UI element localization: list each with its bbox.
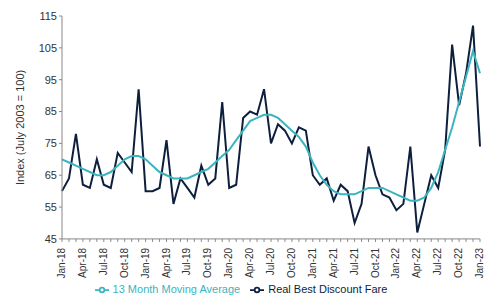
svg-text:Jan-23: Jan-23 bbox=[474, 247, 485, 278]
html-text:Real Best Discount Fare: Real Best Discount Fare bbox=[268, 282, 388, 295]
svg-text:Apr-18: Apr-18 bbox=[77, 247, 88, 277]
svg-text:105: 105 bbox=[39, 42, 57, 54]
svg-text:45: 45 bbox=[45, 233, 57, 245]
svg-text:Jan-21: Jan-21 bbox=[307, 247, 318, 278]
svg-text:75: 75 bbox=[45, 137, 57, 149]
svg-text:Jan-22: Jan-22 bbox=[390, 247, 401, 278]
svg-text:Index (July 2003 = 100): Index (July 2003 = 100) bbox=[14, 70, 26, 185]
svg-text:115: 115 bbox=[39, 10, 57, 22]
svg-text:Jul-19: Jul-19 bbox=[181, 247, 192, 275]
svg-text:Jul-18: Jul-18 bbox=[98, 247, 109, 275]
svg-text:Jul-20: Jul-20 bbox=[265, 247, 276, 275]
svg-text:Jul-22: Jul-22 bbox=[432, 247, 443, 275]
svg-text:Oct-19: Oct-19 bbox=[202, 247, 213, 277]
svg-text:Jan-20: Jan-20 bbox=[223, 247, 234, 278]
svg-text:95: 95 bbox=[45, 74, 57, 86]
svg-text:85: 85 bbox=[45, 105, 57, 117]
svg-text:Jul-21: Jul-21 bbox=[349, 247, 360, 275]
svg-text:Apr-20: Apr-20 bbox=[244, 247, 255, 277]
svg-text:Apr-19: Apr-19 bbox=[161, 247, 172, 277]
svg-text:Oct-22: Oct-22 bbox=[453, 247, 464, 277]
svg-text:Jan-19: Jan-19 bbox=[140, 247, 151, 278]
svg-text:Oct-21: Oct-21 bbox=[370, 247, 381, 277]
html-text:13 Month Moving Average: 13 Month Moving Average bbox=[112, 282, 241, 295]
svg-text:65: 65 bbox=[45, 169, 57, 181]
svg-text:Oct-20: Oct-20 bbox=[286, 247, 297, 277]
svg-text:Jan-18: Jan-18 bbox=[56, 247, 67, 278]
svg-text:Apr-22: Apr-22 bbox=[411, 247, 422, 277]
svg-text:Oct-18: Oct-18 bbox=[119, 247, 130, 277]
svg-text:Apr-21: Apr-21 bbox=[328, 247, 339, 277]
svg-text:55: 55 bbox=[45, 201, 57, 213]
